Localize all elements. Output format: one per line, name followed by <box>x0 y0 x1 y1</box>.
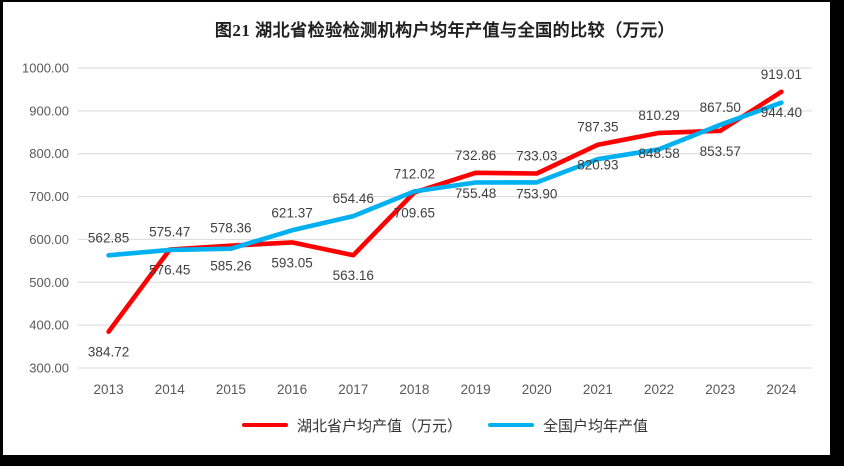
data-label-national: 621.37 <box>271 205 312 220</box>
series-line-hubei <box>106 89 784 335</box>
data-label-national: 733.03 <box>516 148 557 163</box>
legend-swatch-hubei-line <box>241 422 288 428</box>
data-label-national: 575.47 <box>149 225 190 240</box>
data-label-hubei: 755.48 <box>455 186 496 201</box>
x-tick-label: 2022 <box>644 382 674 397</box>
x-tick-label: 2015 <box>216 382 246 397</box>
data-label-hubei: 576.45 <box>149 263 190 278</box>
legend: 湖北省户均产值（万元） 全国户均年产值 <box>78 412 812 438</box>
y-tick-label: 1000.00 <box>22 61 69 76</box>
data-label-hubei: 384.72 <box>88 345 129 360</box>
data-label-national: 732.86 <box>455 148 496 163</box>
data-label-national: 787.35 <box>577 120 618 135</box>
data-label-hubei: 563.16 <box>333 268 374 283</box>
x-tick-label: 2023 <box>705 382 735 397</box>
legend-label-hubei: 湖北省户均产值（万元） <box>296 417 462 435</box>
data-label-national: 810.29 <box>638 108 679 123</box>
data-label-hubei: 820.93 <box>577 158 618 173</box>
legend-item-hubei: 湖北省户均产值（万元） <box>241 415 462 436</box>
x-tick-label: 2020 <box>522 382 552 397</box>
y-tick-label: 500.00 <box>29 275 69 290</box>
legend-swatch-national-line <box>488 422 534 428</box>
x-tick-label: 2017 <box>338 382 368 397</box>
y-tick-label: 800.00 <box>29 146 69 161</box>
data-label-hubei: 848.58 <box>638 146 679 161</box>
data-label-national: 867.50 <box>700 100 741 115</box>
legend-label-national: 全国户均年产值 <box>543 417 649 435</box>
data-label-national: 578.36 <box>210 221 251 236</box>
series-line-national <box>106 100 784 258</box>
data-label-hubei: 753.90 <box>516 186 557 201</box>
data-label-hubei: 709.65 <box>394 205 435 220</box>
x-tick-label: 2013 <box>94 382 124 397</box>
data-label-hubei: 593.05 <box>271 255 312 270</box>
data-label-national: 562.85 <box>88 230 129 245</box>
x-tick-label: 2019 <box>461 382 491 397</box>
data-label-national: 919.01 <box>761 67 802 82</box>
chart-title: 图21 湖北省检验检测机构户均年产值与全国的比较（万元） <box>214 21 676 40</box>
x-tick-label: 2016 <box>277 382 307 397</box>
x-tick-label: 2018 <box>399 382 429 397</box>
data-label-national: 712.02 <box>394 166 435 181</box>
chart-canvas: 300.00 400.00 500.00 600.00 700.00 800.00 900.… <box>22 61 812 397</box>
y-tick-label: 400.00 <box>29 318 69 333</box>
y-tick-label: 300.00 <box>29 361 69 376</box>
legend-item-national: 全国户均年产值 <box>488 415 648 436</box>
x-tick-label: 2021 <box>583 382 613 397</box>
x-tick-label: 2014 <box>155 382 186 397</box>
data-label-hubei: 853.57 <box>700 144 741 159</box>
y-tick-label: 700.00 <box>29 189 69 204</box>
data-label-national: 654.46 <box>333 191 374 206</box>
data-label-hubei: 944.40 <box>761 105 802 120</box>
x-tick-label: 2024 <box>766 382 797 397</box>
y-tick-label: 900.00 <box>29 103 69 118</box>
y-tick-label: 600.00 <box>29 232 69 247</box>
data-label-hubei: 585.26 <box>210 259 251 274</box>
